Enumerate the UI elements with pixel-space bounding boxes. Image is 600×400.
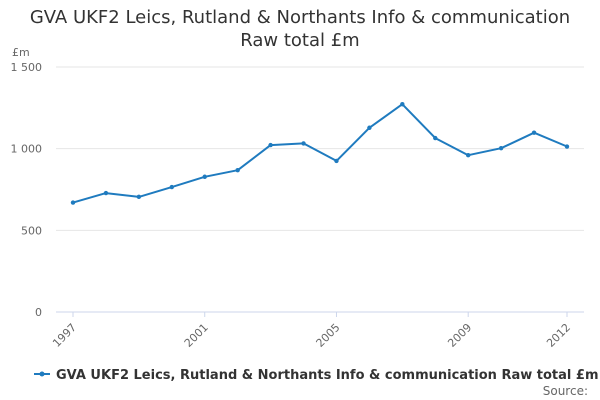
data-point[interactable] bbox=[531, 130, 537, 135]
x-tick-label: 2001 bbox=[182, 321, 211, 350]
series-group bbox=[70, 102, 570, 205]
y-tick-label: 0 bbox=[35, 306, 42, 319]
data-point[interactable] bbox=[564, 144, 570, 149]
data-point[interactable] bbox=[235, 168, 240, 173]
x-tick-label: 2012 bbox=[544, 321, 573, 350]
data-point[interactable] bbox=[334, 158, 339, 164]
data-point[interactable] bbox=[367, 125, 372, 130]
y-axis-unit-label: £m bbox=[12, 46, 30, 59]
data-point[interactable] bbox=[136, 194, 142, 200]
y-axis: 0 500 1 000 1 500 bbox=[11, 61, 43, 319]
chart-title-line-2: Raw total £m bbox=[240, 30, 360, 51]
data-point[interactable] bbox=[70, 200, 76, 205]
data-point[interactable] bbox=[466, 153, 471, 158]
legend[interactable]: GVA UKF2 Leics, Rutland & Northants Info… bbox=[34, 368, 598, 383]
data-point[interactable] bbox=[169, 184, 174, 190]
x-tick-label: 2009 bbox=[445, 321, 474, 350]
chart-title-line-1: GVA UKF2 Leics, Rutland & Northants Info… bbox=[29, 7, 571, 28]
data-point[interactable] bbox=[301, 141, 306, 146]
chart-title: GVA UKF2 Leics, Rutland & Northants Info… bbox=[0, 6, 600, 52]
data-point[interactable] bbox=[498, 145, 504, 151]
data-point[interactable] bbox=[202, 174, 207, 179]
data-point[interactable] bbox=[268, 142, 273, 148]
legend-marker bbox=[39, 371, 45, 377]
data-point[interactable] bbox=[433, 135, 438, 141]
legend-label: GVA UKF2 Leics, Rutland & Northants Info… bbox=[56, 368, 598, 383]
y-tick-label: 500 bbox=[21, 224, 42, 237]
x-tick-label: 2005 bbox=[314, 321, 343, 350]
y-tick-label: 1 000 bbox=[11, 143, 43, 156]
x-axis: 1997 2001 2005 2009 2012 bbox=[50, 312, 573, 350]
series-line bbox=[72, 103, 568, 204]
source-label[interactable]: Source: bbox=[543, 384, 588, 398]
gridlines bbox=[56, 66, 584, 231]
data-point[interactable] bbox=[103, 190, 109, 196]
data-point[interactable] bbox=[400, 102, 405, 107]
x-tick-label: 1997 bbox=[50, 321, 79, 350]
y-tick-label: 1 500 bbox=[11, 61, 43, 74]
